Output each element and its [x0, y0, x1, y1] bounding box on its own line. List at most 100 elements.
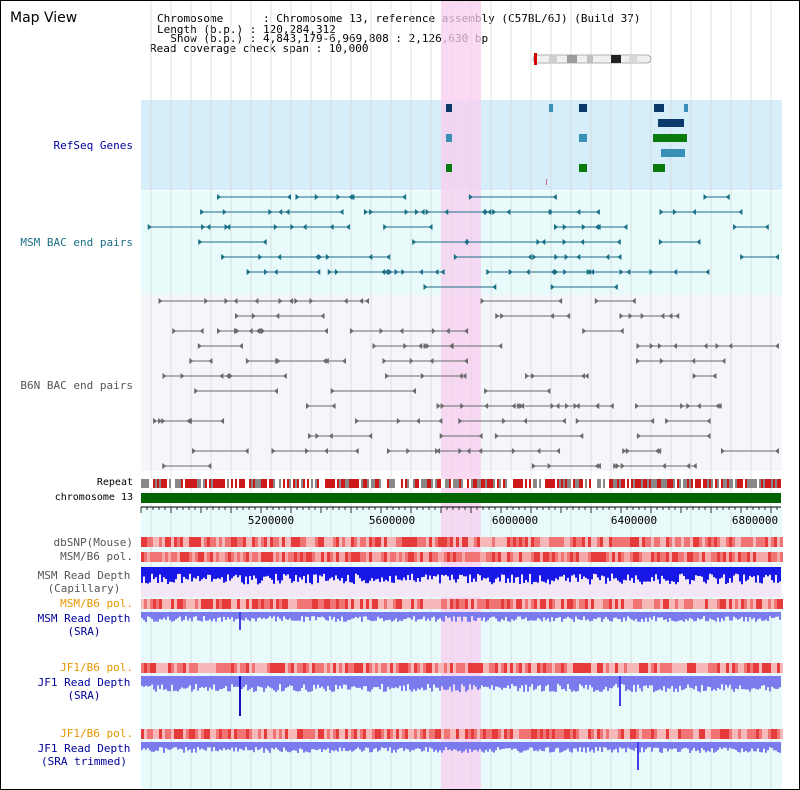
- repeat-segment: [353, 479, 355, 488]
- depth-bar: [613, 676, 615, 686]
- depth-bar: [157, 567, 159, 583]
- polymorphism-cell: [180, 599, 183, 609]
- depth-bar: [195, 676, 197, 685]
- polymorphism-cell: [171, 729, 174, 739]
- polymorphism-cell: [759, 729, 762, 739]
- polymorphism-cell: [747, 537, 750, 547]
- polymorphism-cell: [156, 599, 159, 609]
- polymorphism-cell: [717, 537, 720, 547]
- b6n-bac-pair-end: [594, 298, 599, 304]
- depth-bar: [217, 676, 219, 691]
- depth-bar: [253, 567, 255, 576]
- depth-bar: [667, 612, 669, 622]
- polymorphism-cell: [408, 663, 411, 673]
- repeat-segment: [537, 479, 539, 488]
- highlight-region[interactable]: [441, 1, 481, 790]
- depth-bar: [517, 676, 519, 692]
- repeat-segment: [587, 479, 589, 488]
- polymorphism-cell: [291, 599, 294, 609]
- polymorphism-cell: [753, 552, 756, 562]
- depth-bar: [425, 742, 427, 748]
- polymorphism-cell: [168, 599, 171, 609]
- depth-bar: [381, 567, 383, 578]
- depth-bar: [455, 742, 457, 750]
- repeat-segment: [547, 479, 549, 488]
- depth-bar: [435, 567, 437, 577]
- polymorphism-cell: [573, 729, 576, 739]
- depth-bar: [309, 742, 311, 753]
- refseq-genes-track[interactable]: [446, 104, 688, 185]
- polymorphism-cell: [618, 729, 621, 739]
- repeat-segment: [201, 479, 203, 488]
- msm-bac-pair-end: [221, 254, 226, 260]
- polymorphism-cell: [450, 537, 453, 547]
- polymorphism-cell: [612, 552, 615, 562]
- repeat-segment: [347, 479, 349, 488]
- repeat-segment: [737, 479, 739, 488]
- depth-bar: [199, 612, 201, 621]
- repeat-segment: [433, 479, 435, 488]
- polymorphism-cell: [687, 663, 690, 673]
- depth-bar: [571, 567, 573, 576]
- polymorphism-cell: [414, 729, 417, 739]
- polymorphism-cell: [189, 537, 192, 547]
- polymorphism-cell: [723, 599, 726, 609]
- depth-bar: [739, 567, 741, 582]
- depth-bar: [305, 676, 307, 690]
- polymorphism-cell: [690, 663, 693, 673]
- depth-bar: [335, 612, 337, 622]
- polymorphism-cell: [141, 599, 144, 609]
- depth-bar: [241, 676, 243, 689]
- repeat-segment: [277, 479, 279, 488]
- axis-tick-label: 5200000: [247, 514, 295, 527]
- depth-bar: [659, 676, 661, 690]
- depth-bar: [727, 742, 729, 751]
- depth-bar: [407, 567, 409, 575]
- polymorphism-cell: [570, 729, 573, 739]
- depth-bar: [235, 612, 237, 620]
- b6n-bac-pair-end: [251, 313, 256, 319]
- polymorphism-cell: [483, 599, 486, 609]
- depth-bar: [665, 567, 667, 581]
- polymorphism-cell: [729, 552, 732, 562]
- polymorphism-cell: [588, 552, 591, 562]
- show-range-info: Show (b.p.) : 4,843,179-6,969,808 : 2,12…: [157, 32, 489, 45]
- polymorphism-cell: [684, 663, 687, 673]
- msm-bac-track[interactable]: [147, 194, 779, 290]
- depth-bar: [617, 676, 619, 688]
- depth-bar: [171, 612, 173, 622]
- polymorphism-cell: [216, 599, 219, 609]
- depth-bar: [235, 742, 237, 748]
- depth-bar: [715, 742, 717, 752]
- b6n-bac-pair-end: [464, 328, 469, 334]
- polymorphism-cell: [609, 729, 612, 739]
- depth-bar: [479, 742, 481, 749]
- depth-bar: [669, 612, 671, 619]
- repeat-segment: [437, 479, 439, 488]
- polymorphism-cell: [774, 599, 777, 609]
- msm-bac-pair-end: [363, 209, 368, 215]
- polymorphism-cell: [171, 599, 174, 609]
- polymorphism-cell: [498, 729, 501, 739]
- polymorphism-cell: [573, 552, 576, 562]
- depth-bar: [363, 742, 365, 751]
- depth-bar: [757, 612, 759, 620]
- depth-bar: [469, 612, 471, 622]
- polymorphism-cell: [780, 729, 783, 739]
- polymorphism-cell: [192, 537, 195, 547]
- depth-bar: [607, 676, 609, 692]
- polymorphism-cell: [195, 599, 198, 609]
- b6n-bac-pair-end: [636, 358, 641, 364]
- repeat-segment: [237, 479, 239, 488]
- b6n-bac-track[interactable]: [153, 298, 779, 469]
- polymorphism-cell: [594, 663, 597, 673]
- depth-bar: [157, 612, 159, 622]
- chromosome-ideogram[interactable]: [532, 53, 652, 65]
- polymorphism-cell: [705, 729, 708, 739]
- depth-bar: [269, 612, 271, 617]
- repeat-segment: [459, 479, 461, 488]
- depth-bar: [281, 567, 283, 581]
- polymorphism-cell: [654, 552, 657, 562]
- polymorphism-cell: [252, 537, 255, 547]
